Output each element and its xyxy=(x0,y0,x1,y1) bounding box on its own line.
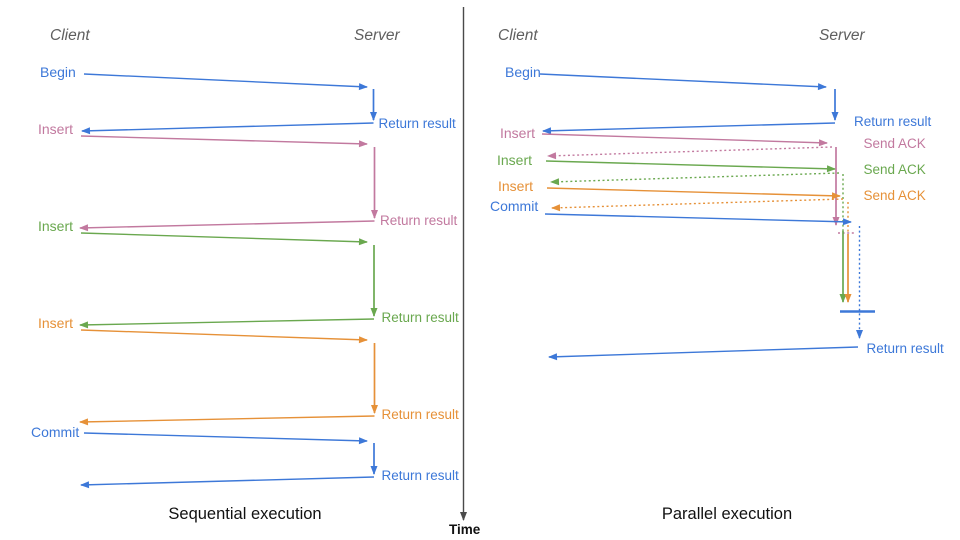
right-client-heading: Client xyxy=(498,27,538,44)
left-insert3-label: Insert xyxy=(38,315,73,331)
left-panel-caption: Sequential execution xyxy=(168,505,321,523)
left-commit-response-arrow xyxy=(80,476,375,489)
left-begin-return-label: Return result xyxy=(379,116,457,131)
right-insert1-ack-label: Send ACK xyxy=(864,136,926,151)
right-insert2-ack-label: Send ACK xyxy=(864,162,926,177)
left-commit-label: Commit xyxy=(31,424,79,440)
left-insert1-response-arrow xyxy=(79,220,375,232)
left-begin-label: Begin xyxy=(40,64,76,80)
left-insert2-request-arrow xyxy=(80,232,368,246)
right-server-heading: Server xyxy=(819,27,865,44)
right-begin-return-label: Return result xyxy=(854,114,932,129)
right-insert2-request-arrow xyxy=(545,160,836,173)
right-commit-response-arrow xyxy=(548,346,859,361)
right-begin-response-arrow xyxy=(542,122,836,135)
right-panel-caption: Parallel execution xyxy=(662,505,792,523)
right-insert1-request-arrow xyxy=(541,133,828,147)
right-commit-label: Commit xyxy=(490,198,538,214)
left-commit-request-arrow xyxy=(83,432,368,445)
right-insert3-ack-arrow xyxy=(551,198,844,212)
right-insert2-ack-arrow xyxy=(550,172,840,186)
right-insert2-label: Insert xyxy=(497,152,532,168)
left-insert2-return-label: Return result xyxy=(382,310,460,325)
left-insert3-request-arrow xyxy=(80,329,368,344)
right-insert3-ack-label: Send ACK xyxy=(864,188,926,203)
left-server-heading: Server xyxy=(354,27,400,44)
left-insert1-label: Insert xyxy=(38,121,73,137)
right-insert1-ack-arrow xyxy=(547,146,833,160)
right-begin-label: Begin xyxy=(505,64,541,80)
right-commit-return-label: Return result xyxy=(867,341,945,356)
left-begin-request-arrow xyxy=(83,73,368,91)
time-axis-label: Time xyxy=(449,522,481,537)
left-commit-return-label: Return result xyxy=(382,468,460,483)
right-insert1-label: Insert xyxy=(500,125,535,141)
left-insert3-response-arrow xyxy=(79,415,375,426)
left-insert1-request-arrow xyxy=(80,135,368,148)
right-insert3-label: Insert xyxy=(498,178,533,194)
left-begin-response-arrow xyxy=(81,122,374,135)
right-commit-request-arrow xyxy=(544,213,852,226)
left-insert1-return-label: Return result xyxy=(380,213,458,228)
left-client-heading: Client xyxy=(50,27,90,44)
right-begin-request-arrow xyxy=(539,73,827,91)
left-insert3-return-label: Return result xyxy=(382,407,460,422)
right-insert3-request-arrow xyxy=(546,187,841,200)
left-insert2-label: Insert xyxy=(38,218,73,234)
left-insert2-response-arrow xyxy=(79,318,375,329)
